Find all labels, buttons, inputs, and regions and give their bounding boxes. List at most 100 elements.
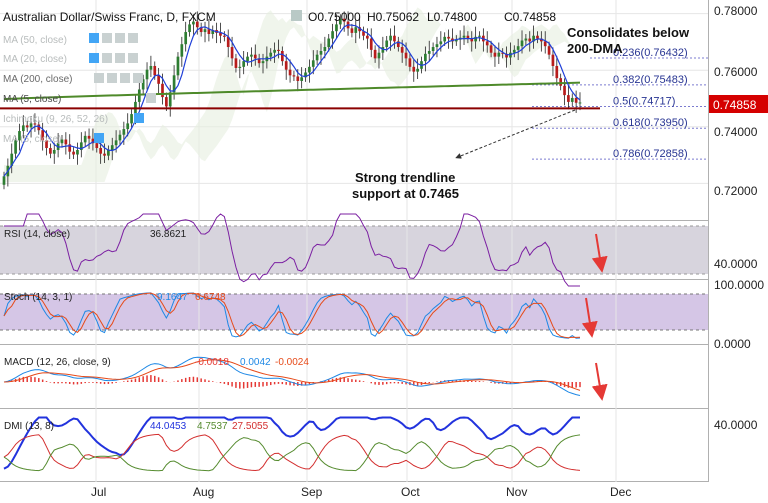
candle — [563, 85, 566, 96]
ma5-line — [3, 24, 581, 177]
candle — [366, 35, 369, 39]
candle — [323, 47, 327, 51]
add-icon[interactable] — [102, 53, 112, 63]
y-tick: 0.76000 — [714, 65, 758, 79]
candle — [389, 35, 392, 41]
candle — [404, 52, 408, 59]
candle — [427, 50, 431, 54]
candle — [95, 143, 99, 149]
candle — [296, 76, 300, 81]
candle — [288, 69, 292, 76]
candle — [443, 36, 447, 42]
settings-icon[interactable] — [146, 93, 156, 103]
candle — [454, 39, 458, 42]
settings-icon[interactable] — [94, 133, 104, 143]
candle — [497, 52, 501, 57]
stoch-k-value: 9.1647 — [157, 292, 188, 303]
candle — [103, 153, 106, 156]
candle — [319, 50, 323, 55]
candle — [145, 69, 149, 80]
dmi-plus-value: 27.5055 — [232, 421, 269, 432]
candle — [87, 135, 91, 139]
candle — [532, 35, 535, 42]
fib-level-label: 0.786(0.72858) — [613, 148, 688, 160]
candle — [257, 58, 261, 64]
fib-level-label: 0.5(0.74717) — [613, 96, 675, 108]
candle — [99, 148, 102, 154]
candle — [524, 38, 528, 41]
x-tick: Oct — [401, 485, 420, 499]
candle — [559, 78, 563, 86]
candle — [137, 89, 141, 102]
candle — [107, 149, 110, 156]
candle — [41, 130, 45, 141]
annotation-consolidates: 200-DMA — [567, 41, 623, 56]
candle — [195, 21, 199, 28]
add-icon[interactable] — [107, 73, 117, 83]
annotation-trendline: support at 0.7465 — [352, 186, 459, 201]
candle — [342, 18, 346, 22]
candle — [408, 58, 412, 67]
candle — [161, 83, 164, 98]
candle — [377, 52, 381, 59]
dmi-minus-value: 4.7537 — [197, 421, 228, 432]
candle — [153, 65, 157, 76]
candle — [234, 58, 238, 68]
candle — [184, 32, 188, 45]
candle — [462, 35, 466, 38]
close-icon[interactable] — [128, 33, 138, 43]
settings-icon[interactable] — [89, 53, 99, 63]
macd-title: MACD (12, 26, close, 9) — [4, 357, 111, 368]
candle — [226, 36, 230, 48]
candle — [416, 68, 419, 72]
candle — [431, 47, 435, 51]
candle — [292, 75, 296, 77]
candle — [37, 124, 41, 131]
candle — [435, 44, 439, 48]
visibility-toggle-icon[interactable] — [291, 10, 302, 21]
candle — [555, 65, 559, 79]
candle — [110, 145, 114, 150]
candle — [520, 40, 524, 47]
candle — [505, 53, 508, 58]
y-tick: 0.78000 — [714, 4, 758, 18]
close-icon[interactable] — [128, 53, 138, 63]
macd-signal-value: -0.0024 — [275, 357, 309, 368]
rsi-line — [4, 213, 580, 287]
candle — [327, 38, 331, 48]
candle — [543, 41, 547, 47]
candle — [528, 38, 532, 42]
candle — [393, 35, 396, 42]
settings-icon[interactable] — [89, 33, 99, 43]
legend-ichimoku: Ichimoku (9, 26, 52, 26) — [3, 114, 108, 125]
rsi-band — [0, 226, 708, 274]
candle — [570, 97, 574, 102]
dmi-panel — [0, 409, 708, 481]
y-tick: 0.74000 — [714, 125, 758, 139]
legend-ma200: MA (200, close) — [3, 74, 72, 85]
candle — [350, 28, 354, 33]
candle — [188, 24, 191, 33]
candle — [396, 41, 400, 48]
settings-icon[interactable] — [134, 113, 144, 123]
dmi-title: DMI (13, 8) — [4, 421, 54, 432]
candle — [335, 24, 338, 32]
legend-control-icons[interactable] — [89, 33, 156, 143]
candle — [485, 41, 489, 46]
panel-separators — [0, 0, 709, 482]
x-tick: Aug — [193, 485, 214, 499]
candle — [76, 149, 79, 155]
move-icon[interactable] — [115, 53, 125, 63]
dmi-y-tick: 40.0000 — [714, 418, 758, 432]
add-icon[interactable] — [102, 33, 112, 43]
candle — [10, 153, 14, 166]
candle — [122, 129, 126, 135]
close-icon[interactable] — [133, 73, 143, 83]
move-icon[interactable] — [120, 73, 130, 83]
candle — [83, 135, 87, 143]
move-icon[interactable] — [115, 33, 125, 43]
candle — [512, 49, 516, 53]
settings-icon[interactable] — [94, 73, 104, 83]
candle — [539, 38, 543, 42]
